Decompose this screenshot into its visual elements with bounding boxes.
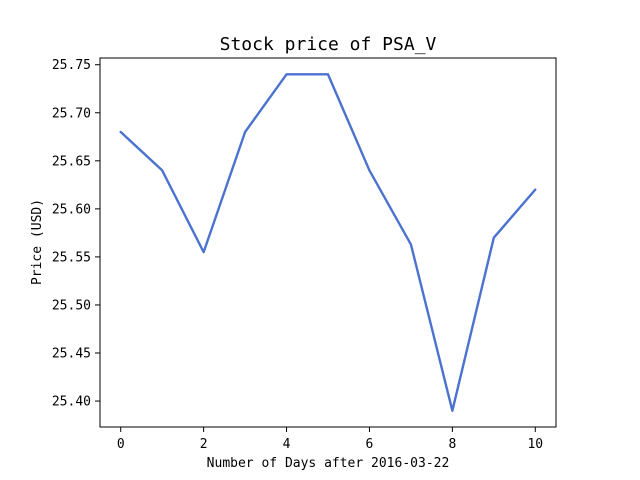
y-axis-label: Price (USD) bbox=[30, 199, 45, 285]
x-tick-label: 4 bbox=[283, 437, 291, 452]
chart-title: Stock price of PSA_V bbox=[220, 34, 437, 55]
y-tick-label: 25.50 bbox=[52, 298, 91, 313]
y-tick-label: 25.60 bbox=[52, 202, 91, 217]
y-tick-label: 25.75 bbox=[52, 58, 91, 73]
x-tick-label: 2 bbox=[200, 437, 208, 452]
y-axis: 25.40 25.45 25.50 25.55 25.60 25.65 25.70 25.75 bbox=[52, 58, 100, 410]
plot-area-frame bbox=[99, 57, 557, 428]
y-tick-label: 25.40 bbox=[52, 395, 91, 410]
x-tick-label: 10 bbox=[527, 437, 543, 452]
x-tick-label: 6 bbox=[366, 437, 374, 452]
x-tick-label: 8 bbox=[448, 437, 456, 452]
series-layer bbox=[119, 73, 537, 412]
x-axis: 0 2 4 6 8 10 bbox=[117, 427, 543, 452]
y-tick-label: 25.55 bbox=[52, 250, 91, 265]
y-tick-label: 25.45 bbox=[52, 347, 91, 362]
x-axis-label: Number of Days after 2016-03-22 bbox=[207, 456, 450, 471]
series-line-0 bbox=[119, 73, 537, 412]
y-tick-label: 25.70 bbox=[52, 106, 91, 121]
x-tick-label: 0 bbox=[117, 437, 125, 452]
y-tick-label: 25.65 bbox=[52, 154, 91, 169]
